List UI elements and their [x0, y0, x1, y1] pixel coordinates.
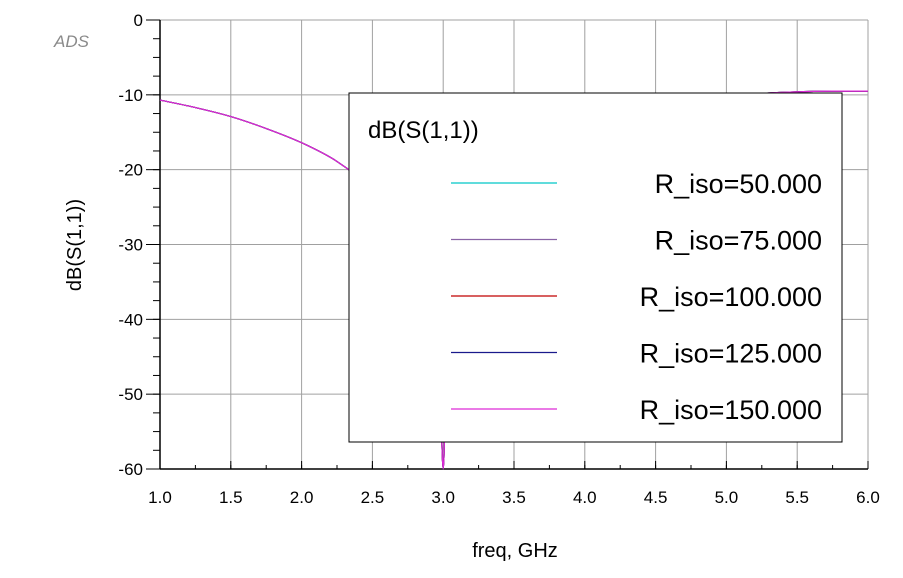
y-tick-label: 0 [134, 11, 143, 30]
x-tick-label: 2.0 [290, 488, 314, 507]
x-tick-label: 3.5 [502, 488, 526, 507]
legend-label: R_iso=50.000 [655, 169, 822, 199]
legend-label: R_iso=125.000 [640, 339, 822, 369]
legend-title: dB(S(1,1)) [368, 117, 479, 144]
legend-label: R_iso=75.000 [655, 226, 822, 256]
legend-box [348, 92, 843, 443]
y-tick-label: -20 [118, 161, 143, 180]
y-tick-label: -60 [118, 460, 143, 479]
ads-watermark: ADS [53, 32, 90, 51]
x-axis-label: freq, GHz [472, 540, 558, 562]
x-tick-label: 6.0 [856, 488, 880, 507]
legend-label: R_iso=100.000 [640, 282, 822, 312]
y-tick-label: -40 [118, 310, 143, 329]
x-tick-label: 4.5 [644, 488, 668, 507]
x-tick-label: 4.0 [573, 488, 597, 507]
x-tick-label: 5.5 [785, 488, 809, 507]
legend-label: R_iso=150.000 [640, 395, 822, 425]
x-tick-label: 1.5 [219, 488, 243, 507]
y-tick-label: -50 [118, 385, 143, 404]
legend: dB(S(1,1)) R_iso=50.000 R_iso=75.000 R_iso… [348, 92, 843, 443]
axes: 1.0 1.5 2.0 2.5 3.0 3.5 4.0 4.5 5.0 5.5 6.0 0 -10 -20… [118, 11, 879, 507]
x-tick-label: 2.5 [361, 488, 385, 507]
y-tick-label: -30 [118, 236, 143, 255]
x-tick-label: 1.0 [148, 488, 172, 507]
x-tick-label: 5.0 [715, 488, 739, 507]
y-axis-label: dB(S(1,1)) [64, 199, 86, 291]
y-tick-label: -10 [118, 86, 143, 105]
x-tick-label: 3.0 [431, 488, 455, 507]
